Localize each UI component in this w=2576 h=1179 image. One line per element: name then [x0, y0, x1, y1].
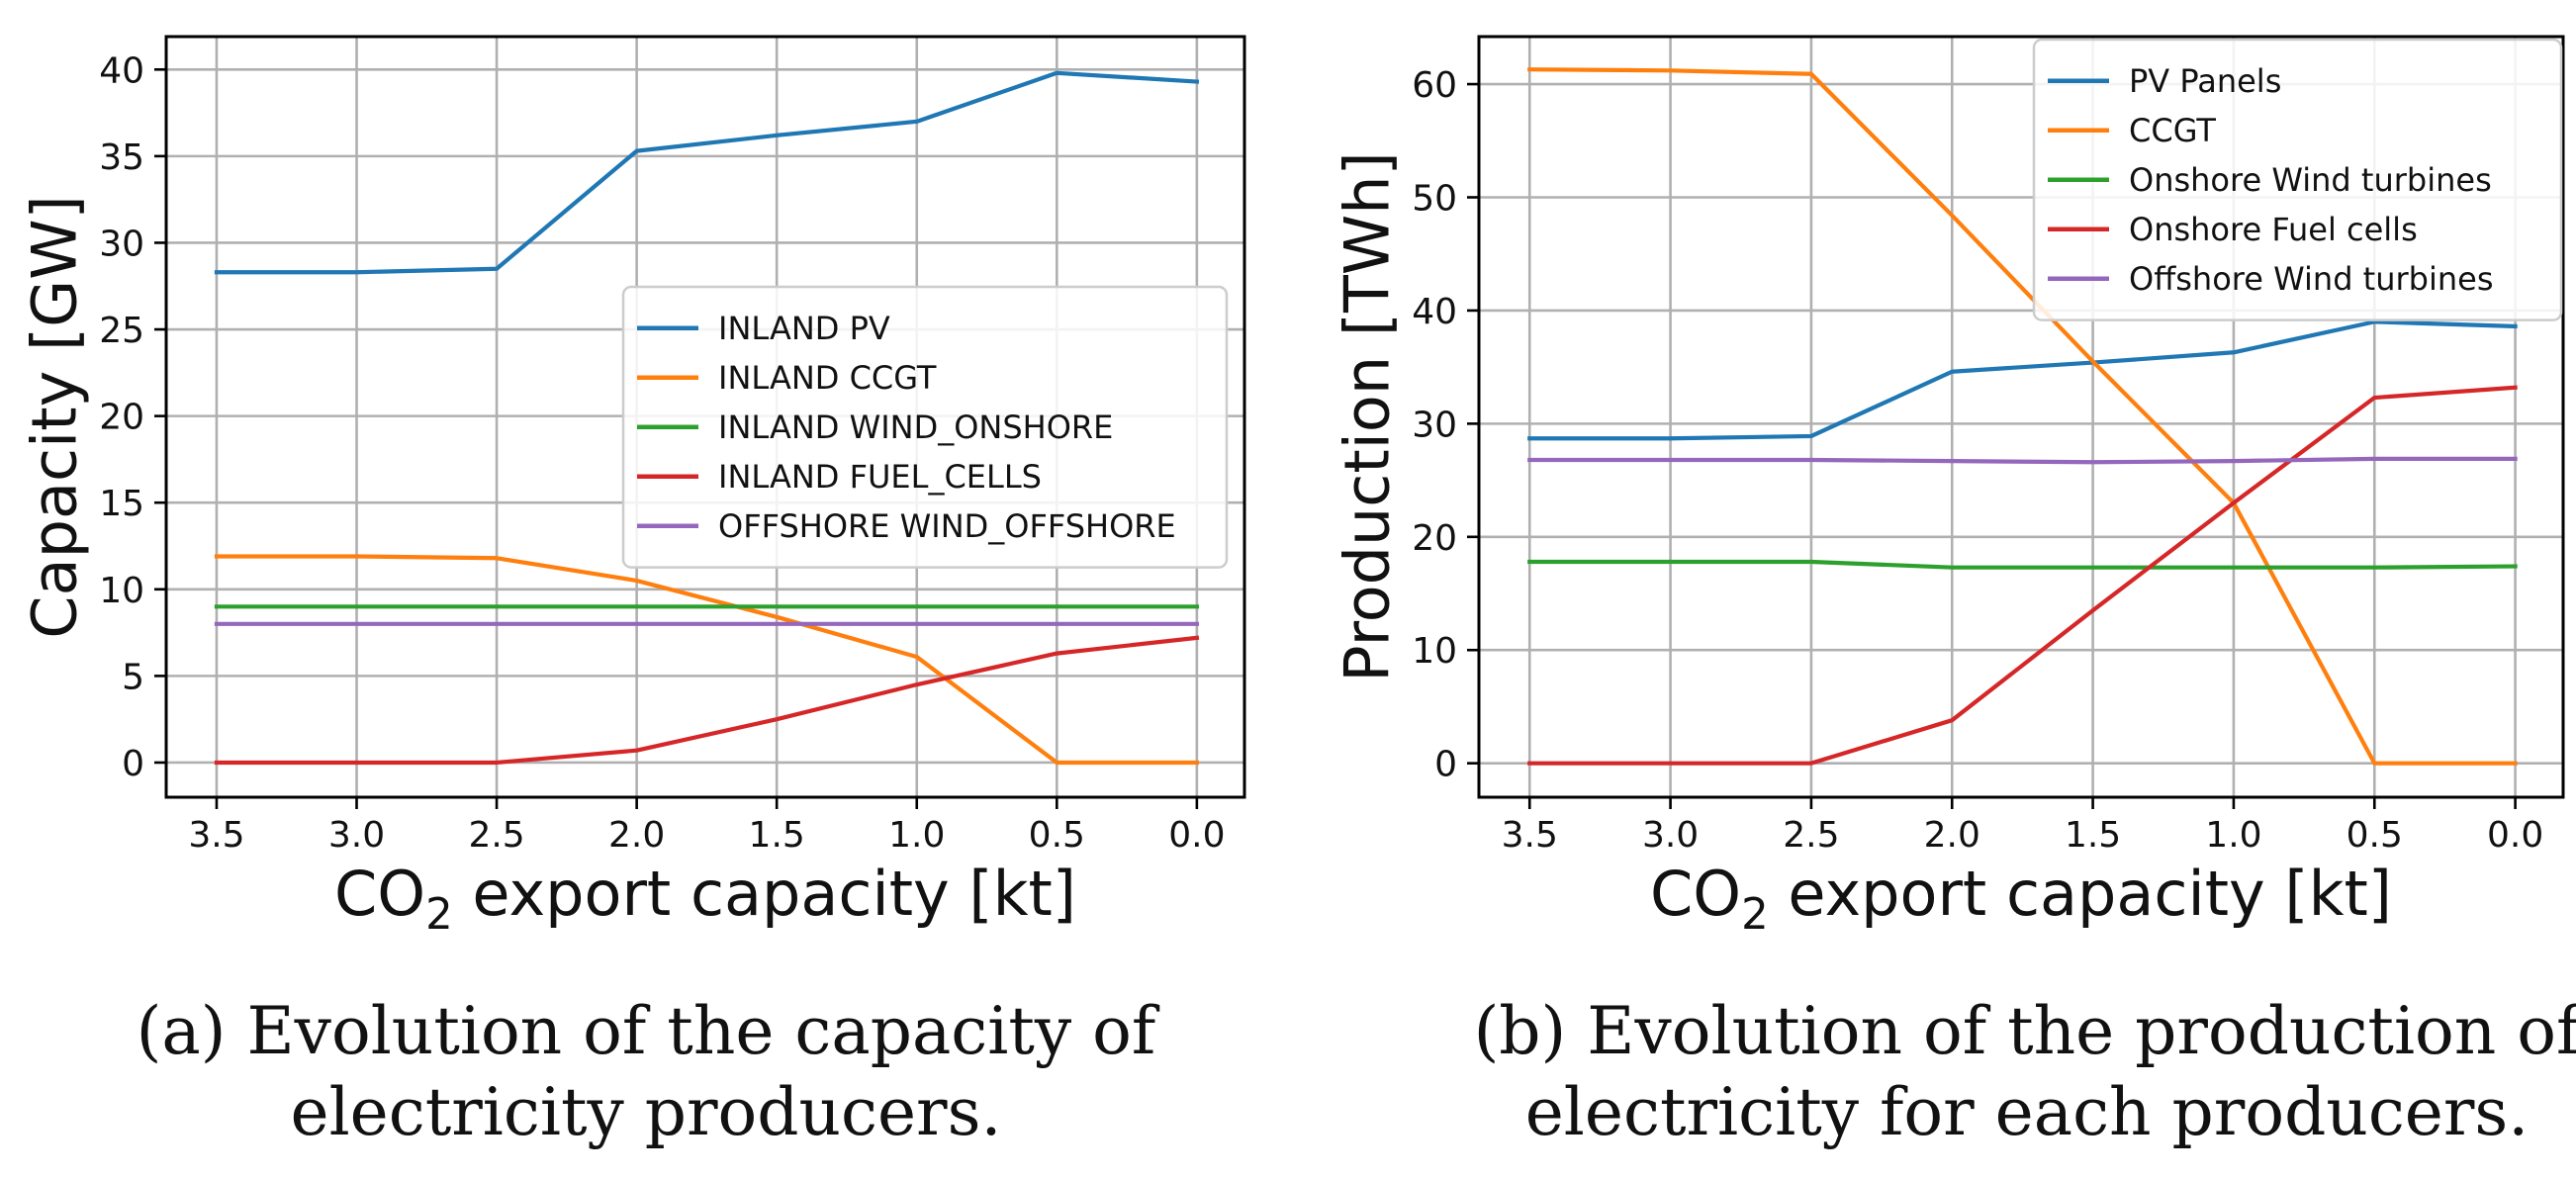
- legend-label-4: INLAND FUEL_CELLS: [718, 458, 1042, 496]
- legend-box: [2032, 38, 2563, 321]
- legend-label-4: Onshore Fuel cells: [2129, 211, 2418, 248]
- series-group: [214, 70, 1200, 766]
- caption-b-line2: electricity for each producers.: [1524, 1074, 2530, 1150]
- y-tick-label: 60: [1412, 65, 1457, 106]
- y-tick-label: 10: [1412, 631, 1457, 672]
- x-tick-label: 2.5: [468, 815, 524, 856]
- legend-label-1: INLAND PV: [718, 310, 890, 347]
- legend-box: [621, 285, 1229, 569]
- y-tick-label: 15: [99, 484, 144, 524]
- x-tick-label: 1.5: [749, 815, 805, 856]
- legend-label-1: PV Panels: [2129, 62, 2281, 100]
- y-axis-label: Production [TWh]: [1332, 151, 1404, 681]
- legend-label-3: INLAND WIND_ONSHORE: [718, 408, 1113, 446]
- x-ticks: 3.5 3.0 2.5 2.0 1.5 1.0 0.5 0.0: [1502, 797, 2543, 856]
- series-line-5: [1527, 456, 2518, 465]
- legend: PV Panels CCGT Onshore Wind turbines Onshor…: [2032, 38, 2563, 321]
- series-line-3: [1527, 559, 2518, 570]
- x-tick-label: 0.0: [2487, 815, 2543, 856]
- x-tick-label: 0.0: [1168, 815, 1225, 856]
- caption-a: (a) Evolution of the capacity of electri…: [28, 991, 1264, 1153]
- axes-frame: [1477, 35, 2565, 799]
- legend-label-2: CCGT: [2129, 112, 2216, 149]
- x-tick-label: 3.5: [188, 815, 244, 856]
- x-tick-label: 0.5: [2346, 815, 2403, 856]
- x-axis-label-subscript: 2: [1741, 890, 1769, 940]
- caption-a-line2: electricity producers.: [290, 1074, 1002, 1150]
- y-tick-label: 30: [99, 224, 144, 264]
- x-tick-label: 2.5: [1783, 815, 1839, 856]
- y-tick-label: 5: [122, 657, 144, 697]
- x-tick-label: 1.0: [888, 815, 945, 856]
- x-tick-label: 0.5: [1029, 815, 1085, 856]
- y-tick-label: 35: [99, 137, 144, 178]
- legend-label-3: Onshore Wind turbines: [2129, 161, 2492, 199]
- chart-panel-b: 3.5 3.0 2.5 2.0 1.5 1.0 0.5 0.0 0 10 20 30 40 50 60 Pro…: [1332, 35, 2565, 940]
- x-tick-label: 1.0: [2205, 815, 2261, 856]
- y-ticks: 0 10 20 30 40 50 60: [1412, 65, 1479, 785]
- series-line-4: [1527, 385, 2518, 766]
- x-tick-label: 3.5: [1502, 815, 1558, 856]
- series-line-2: [1527, 67, 2518, 766]
- series-line-4: [214, 635, 1200, 766]
- y-tick-label: 30: [1412, 405, 1457, 445]
- chart-panel-a: 3.5 3.0 2.5 2.0 1.5 1.0 0.5 0.0 0 5 10 15 20 25 30 35 40…: [19, 35, 1246, 940]
- x-tick-label: 2.0: [608, 815, 665, 856]
- x-axis-label-subscript: 2: [425, 890, 453, 940]
- legend-label-2: INLAND CCGT: [718, 359, 937, 397]
- series-line-1: [1527, 319, 2518, 441]
- legend-label-5: Offshore Wind turbines: [2129, 260, 2494, 298]
- x-ticks: 3.5 3.0 2.5 2.0 1.5 1.0 0.5 0.0: [188, 797, 1226, 856]
- caption-b: (b) Evolution of the production of elect…: [1409, 991, 2576, 1153]
- y-tick-label: 40: [1412, 292, 1457, 332]
- legend: INLAND PV INLAND CCGT INLAND WIND_ONSHORE I…: [621, 285, 1229, 569]
- x-tick-label: 3.0: [1642, 815, 1699, 856]
- x-axis-label: CO2 export capacity [kt]: [334, 858, 1076, 940]
- series-group: [1527, 67, 2518, 766]
- y-tick-label: 40: [99, 50, 144, 91]
- series-line-1: [214, 70, 1200, 275]
- y-tick-label: 0: [1434, 745, 1457, 785]
- series-line-2: [214, 554, 1199, 766]
- caption-b-line1: (b) Evolution of the production of: [1473, 993, 2576, 1069]
- x-axis-label-prefix: CO: [1650, 858, 1741, 930]
- x-tick-label: 3.0: [328, 815, 385, 856]
- y-axis-label: Capacity [GW]: [19, 195, 91, 638]
- x-tick-label: 2.0: [1924, 815, 1980, 856]
- x-axis-label: CO2 export capacity [kt]: [1650, 858, 2392, 940]
- legend-label-5: OFFSHORE WIND_OFFSHORE: [718, 507, 1176, 545]
- y-tick-label: 25: [99, 311, 144, 351]
- x-tick-label: 1.5: [2065, 815, 2121, 856]
- y-ticks: 0 5 10 15 20 25 30 35 40: [99, 50, 166, 784]
- y-tick-label: 10: [99, 571, 144, 611]
- y-tick-label: 20: [1412, 518, 1457, 559]
- x-axis-label-suffix: export capacity [kt]: [453, 858, 1076, 930]
- caption-a-line1: (a) Evolution of the capacity of: [136, 993, 1156, 1069]
- x-axis-label-suffix: export capacity [kt]: [1769, 858, 2392, 930]
- x-axis-label-prefix: CO: [334, 858, 425, 930]
- y-tick-label: 50: [1412, 178, 1457, 219]
- y-tick-label: 0: [122, 744, 144, 784]
- y-tick-label: 20: [99, 398, 144, 438]
